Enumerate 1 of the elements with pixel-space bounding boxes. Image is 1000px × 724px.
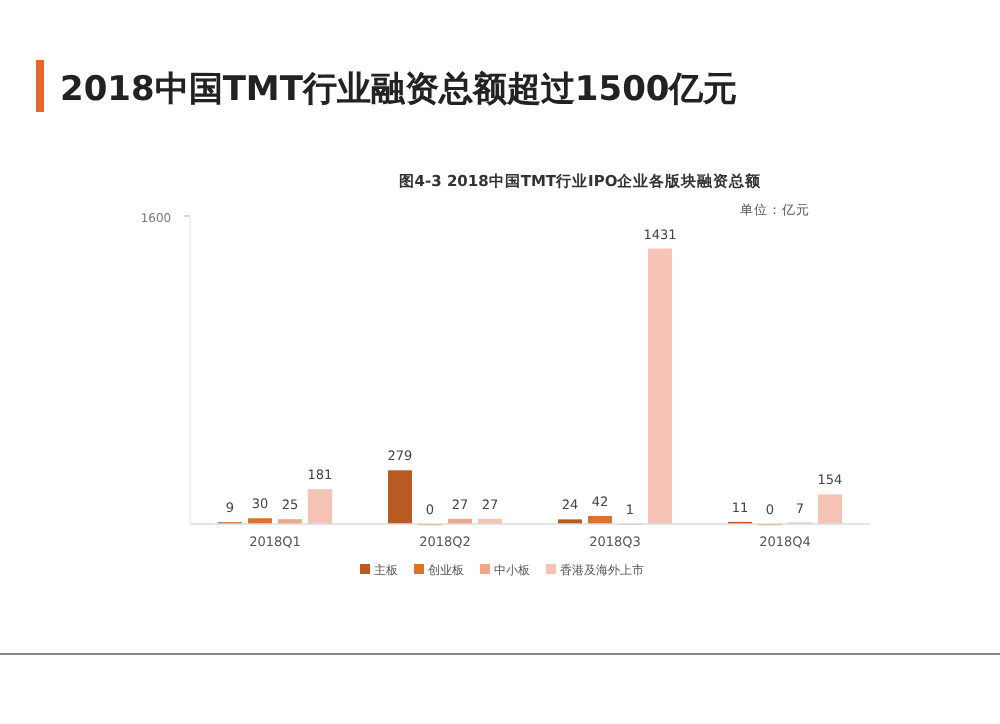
chart-title: 2018中国TMT行业融资总额超过1500亿元	[60, 70, 738, 110]
